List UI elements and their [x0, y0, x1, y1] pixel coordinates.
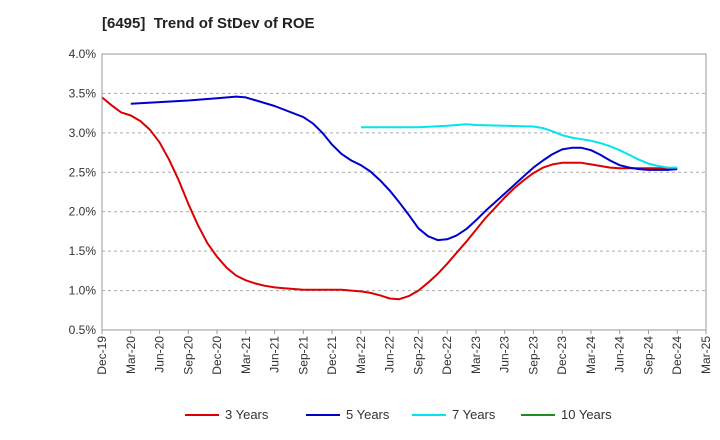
x-tick-label: Mar-20 — [124, 336, 138, 374]
y-tick-label: 3.5% — [69, 86, 97, 100]
legend: 3 Years 5 Years 7 Years 10 Years — [185, 407, 612, 422]
x-tick-label: Sep-23 — [526, 336, 540, 375]
y-tick-label: 3.0% — [69, 126, 97, 140]
chart-title: [6495] Trend of StDev of ROE — [102, 15, 315, 32]
x-tick-label: Sep-20 — [181, 336, 195, 375]
x-tick-label: Jun-23 — [498, 336, 512, 373]
x-tick-label: Dec-23 — [555, 336, 569, 375]
legend-label: 10 Years — [561, 407, 612, 422]
x-tick-label: Dec-20 — [210, 336, 224, 375]
y-axis: 0.5% 1.0% 1.5% 2.0% 2.5% 3.0% 3.5% 4.0% — [69, 47, 97, 337]
y-tick-label: 2.0% — [69, 205, 97, 219]
y-tick-label: 1.0% — [69, 284, 97, 298]
y-tick-label: 0.5% — [69, 323, 97, 337]
legend-label: 7 Years — [452, 407, 496, 422]
x-tick-label: Sep-22 — [411, 336, 425, 375]
x-tick-label: Jun-20 — [153, 336, 167, 373]
legend-label: 5 Years — [346, 407, 390, 422]
x-tick-label: Dec-19 — [95, 336, 109, 375]
x-tick-label: Mar-24 — [584, 336, 598, 374]
x-tick-label: Jun-24 — [613, 336, 627, 373]
x-tick-label: Dec-24 — [670, 336, 684, 375]
x-tick-label: Dec-22 — [440, 336, 454, 375]
x-tick-label: Mar-21 — [239, 336, 253, 374]
series-line-7-years — [360, 123, 678, 169]
x-tick-label: Jun-22 — [383, 336, 397, 373]
x-tick-label: Mar-23 — [469, 336, 483, 374]
grid-layer — [102, 92, 706, 292]
series-layer — [101, 95, 678, 301]
y-tick-label: 4.0% — [69, 47, 97, 61]
x-tick-label: Dec-21 — [325, 336, 339, 375]
x-tick-label: Sep-21 — [296, 336, 310, 375]
x-tick-label: Mar-25 — [699, 336, 713, 374]
x-axis: Dec-19 Mar-20 Jun-20 Sep-20 Dec-20 Mar-21 Jun-… — [95, 330, 713, 375]
x-tick-label: Mar-22 — [354, 336, 368, 374]
legend-label: 3 Years — [225, 407, 269, 422]
y-tick-label: 2.5% — [69, 165, 97, 179]
x-tick-label: Sep-24 — [641, 336, 655, 375]
x-tick-label: Jun-21 — [268, 336, 282, 373]
plot-frame — [101, 53, 707, 331]
series-line-3-years — [101, 96, 678, 301]
series-line-5-years — [130, 95, 678, 242]
y-tick-label: 1.5% — [69, 244, 97, 258]
